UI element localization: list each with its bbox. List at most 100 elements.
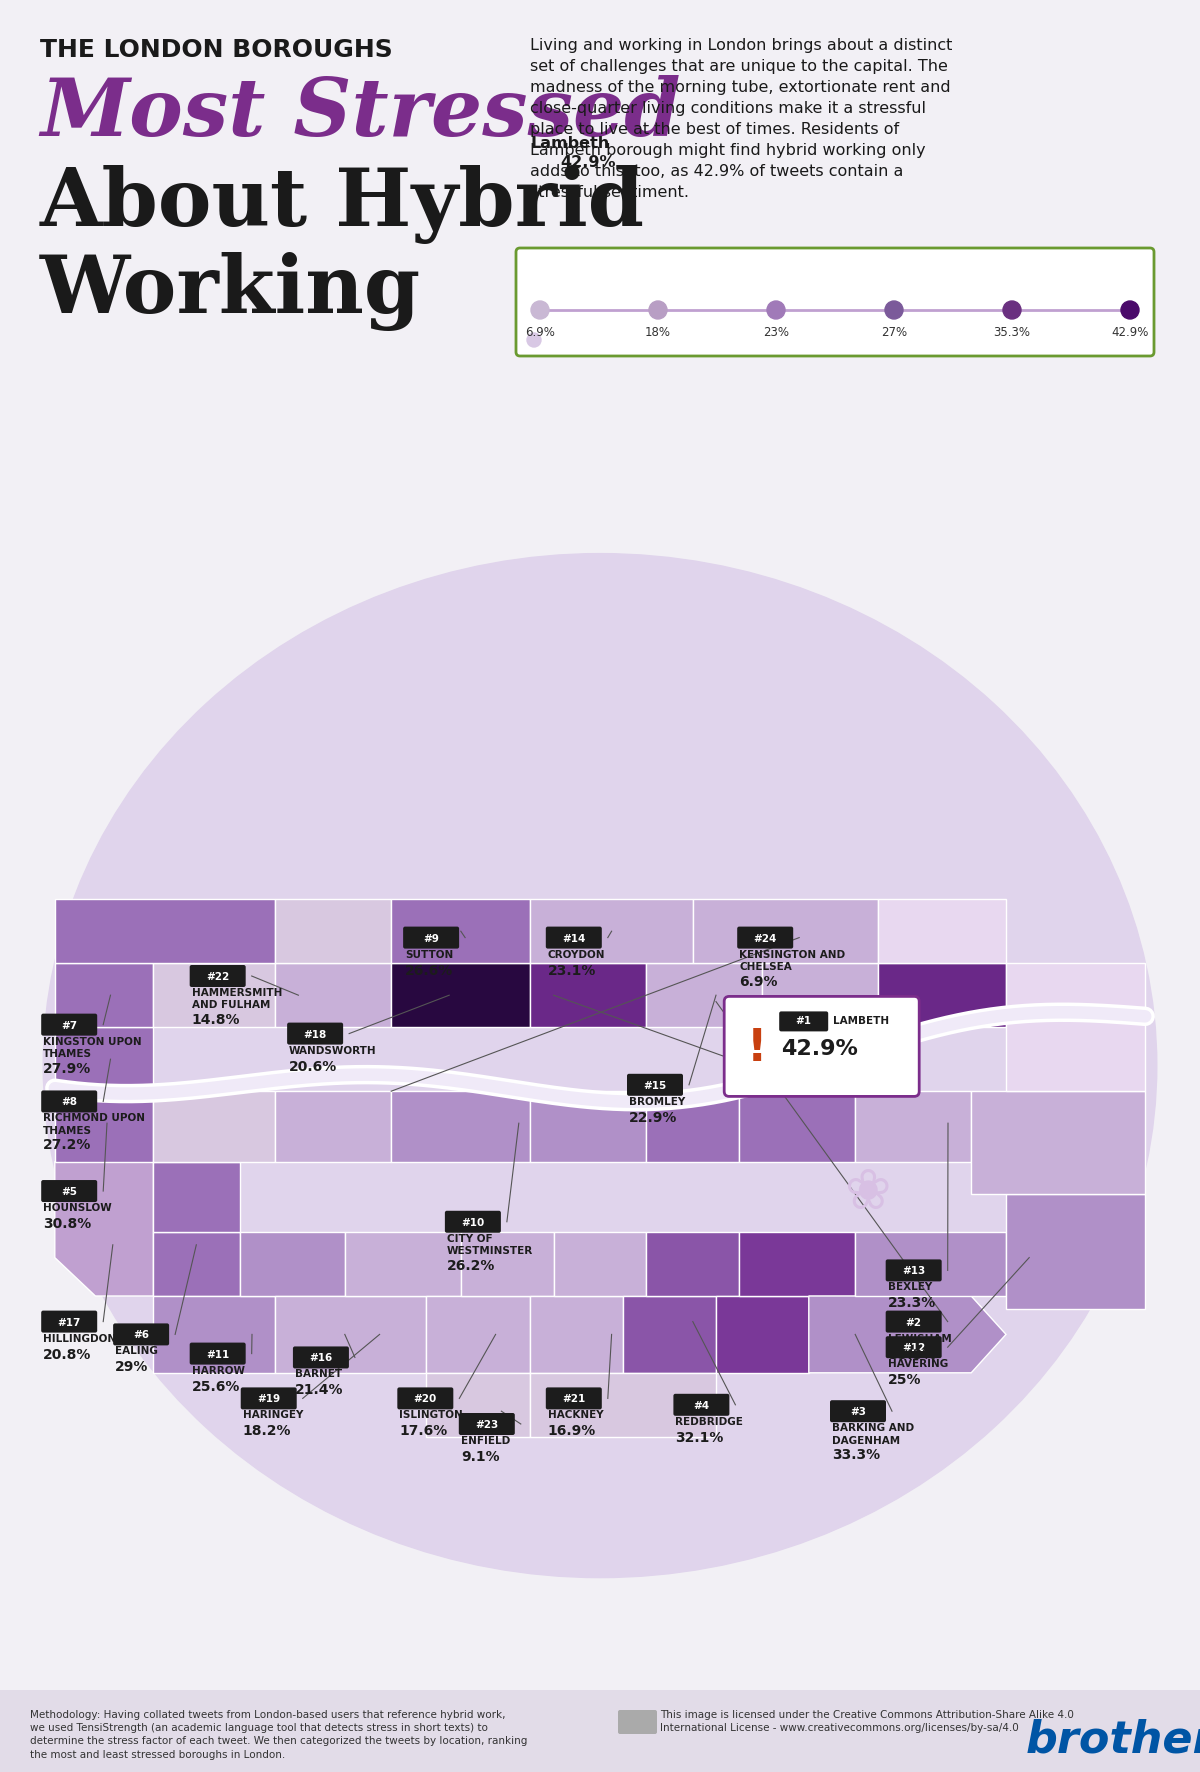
Text: 20.8%: 20.8%	[43, 1347, 91, 1361]
Text: #5: #5	[61, 1187, 77, 1198]
FancyBboxPatch shape	[725, 996, 919, 1097]
FancyBboxPatch shape	[886, 1260, 942, 1281]
Text: #11: #11	[206, 1350, 229, 1359]
Polygon shape	[154, 1092, 275, 1162]
Text: 23.3%: 23.3%	[888, 1297, 936, 1311]
Polygon shape	[461, 1232, 553, 1295]
Polygon shape	[971, 1092, 1145, 1194]
Text: HARINGEY: HARINGEY	[242, 1411, 304, 1421]
Text: #15: #15	[643, 1081, 667, 1092]
Text: Lambeth: Lambeth	[530, 135, 610, 151]
FancyBboxPatch shape	[41, 1180, 97, 1201]
Text: #8: #8	[61, 1097, 77, 1108]
Text: 21.4%: 21.4%	[295, 1384, 343, 1398]
FancyBboxPatch shape	[673, 1395, 730, 1416]
Text: BARNET: BARNET	[295, 1370, 342, 1379]
Text: #1: #1	[796, 1017, 811, 1026]
Polygon shape	[530, 1373, 716, 1437]
Text: SUTTON: SUTTON	[406, 950, 454, 960]
FancyBboxPatch shape	[886, 1311, 942, 1333]
FancyBboxPatch shape	[779, 1012, 828, 1031]
Text: #13: #13	[902, 1267, 925, 1276]
Text: 32.1%: 32.1%	[676, 1430, 724, 1444]
Text: 27%: 27%	[881, 326, 907, 338]
Text: BARKING AND
DAGENHAM: BARKING AND DAGENHAM	[832, 1423, 914, 1446]
Text: 14.8%: 14.8%	[192, 1014, 240, 1028]
Text: 35.3%: 35.3%	[994, 326, 1031, 338]
Text: #17: #17	[58, 1318, 80, 1327]
Polygon shape	[391, 1092, 530, 1162]
Text: #9: #9	[424, 934, 439, 944]
Text: #23: #23	[475, 1419, 498, 1430]
Text: 35.3%: 35.3%	[888, 1347, 936, 1361]
Text: 42.9%: 42.9%	[781, 1040, 858, 1060]
Polygon shape	[55, 964, 154, 1028]
Polygon shape	[692, 898, 878, 964]
Text: #21: #21	[562, 1395, 586, 1405]
Text: #6: #6	[133, 1331, 149, 1340]
Circle shape	[886, 301, 904, 319]
Text: 23%: 23%	[763, 326, 790, 338]
Polygon shape	[154, 1232, 240, 1295]
Polygon shape	[809, 1295, 1006, 1373]
Text: HILLINGDON: HILLINGDON	[43, 1334, 116, 1343]
Polygon shape	[530, 898, 692, 964]
Polygon shape	[55, 1162, 154, 1295]
Text: 25.6%: 25.6%	[192, 1380, 240, 1393]
Polygon shape	[878, 898, 1006, 964]
Text: 33.3%: 33.3%	[832, 1448, 880, 1462]
Polygon shape	[275, 964, 391, 1028]
FancyBboxPatch shape	[41, 1311, 97, 1333]
Text: % OF STRESSED TWEETS: % OF STRESSED TWEETS	[532, 266, 706, 278]
Text: No data: No data	[548, 333, 598, 347]
Polygon shape	[647, 964, 762, 1028]
Text: LAMBETH: LAMBETH	[833, 1017, 889, 1026]
Polygon shape	[55, 1028, 154, 1092]
Circle shape	[530, 301, 550, 319]
Text: #3: #3	[850, 1407, 866, 1418]
Text: #16: #16	[310, 1354, 332, 1363]
Text: 18.2%: 18.2%	[242, 1425, 292, 1439]
Text: #12: #12	[902, 1343, 925, 1354]
FancyBboxPatch shape	[190, 966, 246, 987]
Circle shape	[527, 333, 541, 347]
Text: 25%: 25%	[888, 1373, 922, 1387]
Polygon shape	[878, 964, 1006, 1028]
Text: #19: #19	[257, 1395, 281, 1405]
FancyBboxPatch shape	[287, 1022, 343, 1045]
Text: KINGSTON UPON
THAMES: KINGSTON UPON THAMES	[43, 1037, 142, 1060]
Polygon shape	[240, 1232, 344, 1295]
Text: About Hybrid: About Hybrid	[40, 165, 646, 245]
Polygon shape	[275, 1092, 391, 1162]
FancyBboxPatch shape	[0, 1690, 1200, 1772]
Text: This image is licensed under the Creative Commons Attribution-Share Alike 4.0
In: This image is licensed under the Creativ…	[660, 1710, 1074, 1733]
Text: 26.6%: 26.6%	[406, 964, 454, 978]
Text: 20.6%: 20.6%	[289, 1060, 337, 1074]
FancyBboxPatch shape	[458, 1412, 515, 1435]
Polygon shape	[856, 1092, 971, 1162]
Polygon shape	[391, 898, 530, 964]
Text: ISLINGTON: ISLINGTON	[400, 1411, 463, 1421]
Text: brother: brother	[1025, 1719, 1200, 1761]
Text: 27.9%: 27.9%	[43, 1061, 91, 1076]
Text: #20: #20	[414, 1395, 437, 1405]
Polygon shape	[623, 1295, 716, 1373]
Polygon shape	[716, 1295, 809, 1373]
Text: HACKNEY: HACKNEY	[548, 1411, 604, 1421]
Text: 30.8%: 30.8%	[43, 1217, 91, 1232]
Text: 16.9%: 16.9%	[548, 1425, 596, 1439]
Polygon shape	[154, 964, 275, 1028]
Polygon shape	[739, 1092, 856, 1162]
FancyBboxPatch shape	[397, 1387, 454, 1409]
Text: BEXLEY: BEXLEY	[888, 1283, 932, 1292]
Polygon shape	[391, 964, 530, 1028]
Polygon shape	[426, 1373, 530, 1437]
Text: RICHMOND UPON
THAMES: RICHMOND UPON THAMES	[43, 1113, 145, 1136]
Text: 23.1%: 23.1%	[548, 964, 596, 978]
Text: #18: #18	[304, 1030, 326, 1040]
Text: HOUNSLOW: HOUNSLOW	[43, 1203, 112, 1214]
Circle shape	[767, 301, 785, 319]
Polygon shape	[530, 1295, 623, 1373]
Text: #14: #14	[562, 934, 586, 944]
Text: #2: #2	[906, 1318, 922, 1327]
